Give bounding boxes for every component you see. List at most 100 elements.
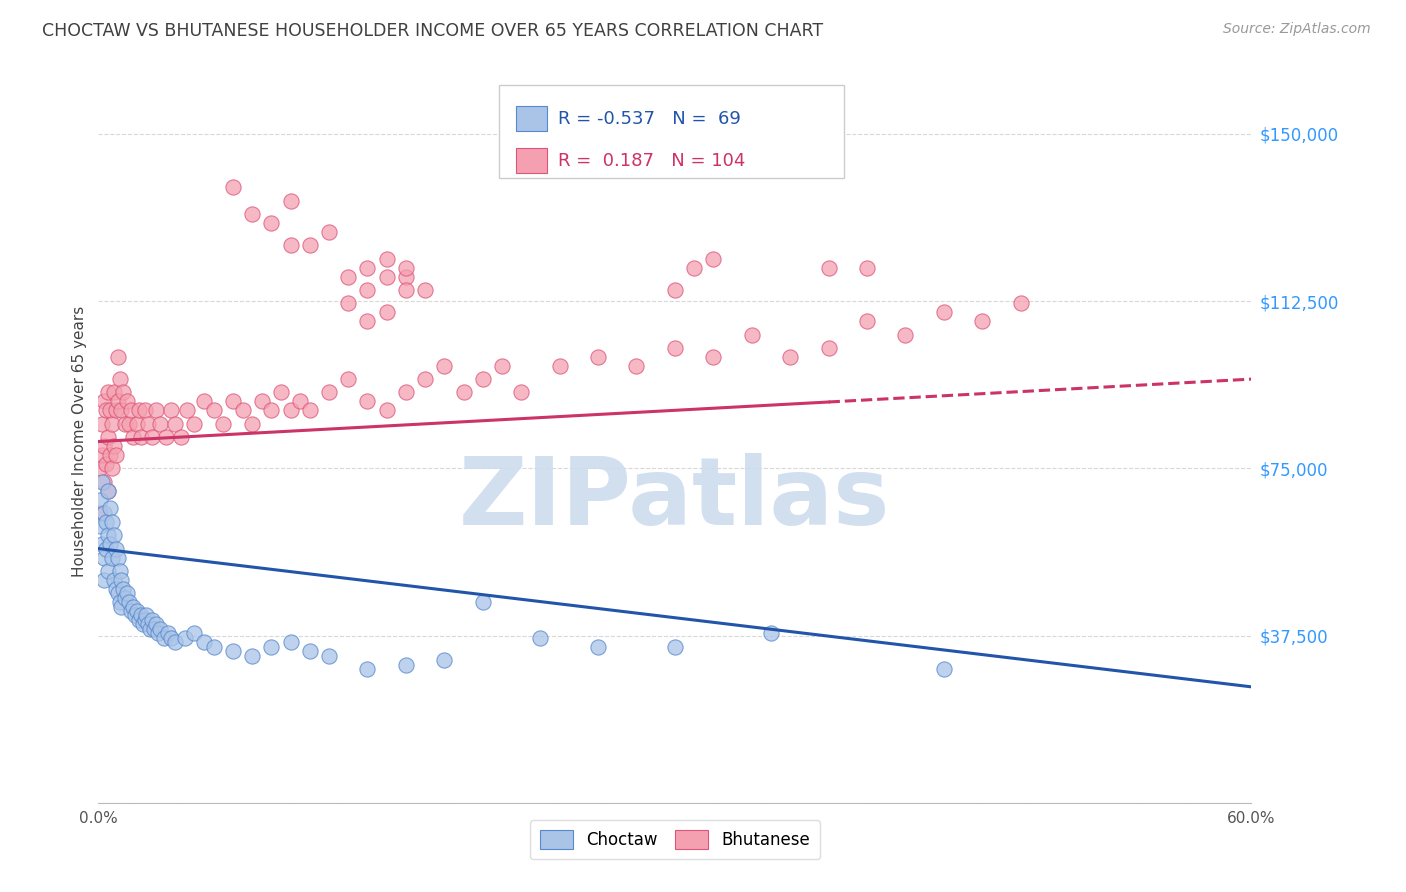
Point <box>529 631 551 645</box>
Point <box>356 314 378 328</box>
Point <box>240 648 263 663</box>
Point <box>107 586 129 600</box>
Point <box>125 417 148 431</box>
Point <box>104 582 127 596</box>
Point <box>114 417 136 431</box>
Point <box>280 403 302 417</box>
Point <box>138 617 160 632</box>
Point <box>104 448 127 462</box>
Point <box>93 573 115 587</box>
Point <box>131 617 153 632</box>
Point <box>135 608 157 623</box>
Point <box>856 314 879 328</box>
Point <box>298 403 321 417</box>
Point <box>664 283 686 297</box>
Point <box>395 269 418 284</box>
Point <box>395 260 418 275</box>
Point <box>98 537 121 551</box>
Point <box>94 457 117 471</box>
Point <box>683 260 706 275</box>
Point <box>395 657 418 672</box>
Point <box>101 515 124 529</box>
Point <box>98 403 121 417</box>
Point <box>120 403 142 417</box>
Point <box>145 403 167 417</box>
Point <box>89 506 111 520</box>
Point <box>375 269 398 284</box>
Point <box>318 648 340 663</box>
Point <box>91 537 114 551</box>
Point <box>149 417 172 431</box>
Point <box>586 640 609 654</box>
Text: R = -0.537   N =  69: R = -0.537 N = 69 <box>558 110 741 128</box>
Point <box>141 613 163 627</box>
Point <box>183 626 205 640</box>
Point <box>146 626 169 640</box>
Point <box>117 586 139 600</box>
Point <box>149 622 172 636</box>
Point <box>471 372 494 386</box>
Point <box>250 394 273 409</box>
Point <box>1010 296 1032 310</box>
Point <box>702 350 724 364</box>
Point <box>129 430 152 444</box>
Point <box>101 417 124 431</box>
Point <box>97 483 120 498</box>
Point <box>413 283 436 297</box>
Point <box>107 394 129 409</box>
Point <box>356 260 378 275</box>
Point <box>298 238 321 252</box>
Point <box>260 216 283 230</box>
Point <box>110 573 132 587</box>
Point <box>972 314 994 328</box>
Point <box>471 595 494 609</box>
Point <box>134 613 156 627</box>
Point <box>280 194 302 208</box>
Point <box>89 519 111 533</box>
Point <box>626 359 648 373</box>
Point <box>91 417 114 431</box>
Point <box>759 626 782 640</box>
Point <box>779 350 801 364</box>
Point <box>108 595 131 609</box>
Point <box>260 403 283 417</box>
Point <box>222 644 245 658</box>
Point <box>664 640 686 654</box>
Point <box>174 631 197 645</box>
Point <box>741 327 763 342</box>
Point <box>110 599 132 614</box>
Point <box>337 269 360 284</box>
Point <box>856 260 879 275</box>
Point <box>202 403 225 417</box>
Point <box>231 403 254 417</box>
Point <box>176 403 198 417</box>
Point <box>103 385 125 400</box>
Point <box>491 359 513 373</box>
Point <box>97 564 120 578</box>
Text: Source: ZipAtlas.com: Source: ZipAtlas.com <box>1223 22 1371 37</box>
Point <box>270 385 292 400</box>
Legend: Choctaw, Bhutanese: Choctaw, Bhutanese <box>530 821 820 860</box>
Point <box>548 359 571 373</box>
Point <box>89 492 111 507</box>
Point <box>356 283 378 297</box>
Point <box>152 631 174 645</box>
Point <box>110 403 132 417</box>
Point <box>510 385 533 400</box>
Y-axis label: Householder Income Over 65 years: Householder Income Over 65 years <box>72 306 87 577</box>
Point <box>160 631 183 645</box>
Point <box>356 394 378 409</box>
Point <box>98 448 121 462</box>
Point <box>702 252 724 266</box>
Point <box>91 448 114 462</box>
Point <box>193 635 215 649</box>
Point <box>155 430 177 444</box>
Point <box>375 305 398 319</box>
Point <box>97 528 120 542</box>
Point <box>94 403 117 417</box>
Text: R =  0.187   N = 104: R = 0.187 N = 104 <box>558 152 745 169</box>
Point <box>93 439 115 453</box>
Point <box>89 461 111 475</box>
Point <box>586 350 609 364</box>
Point <box>433 359 456 373</box>
